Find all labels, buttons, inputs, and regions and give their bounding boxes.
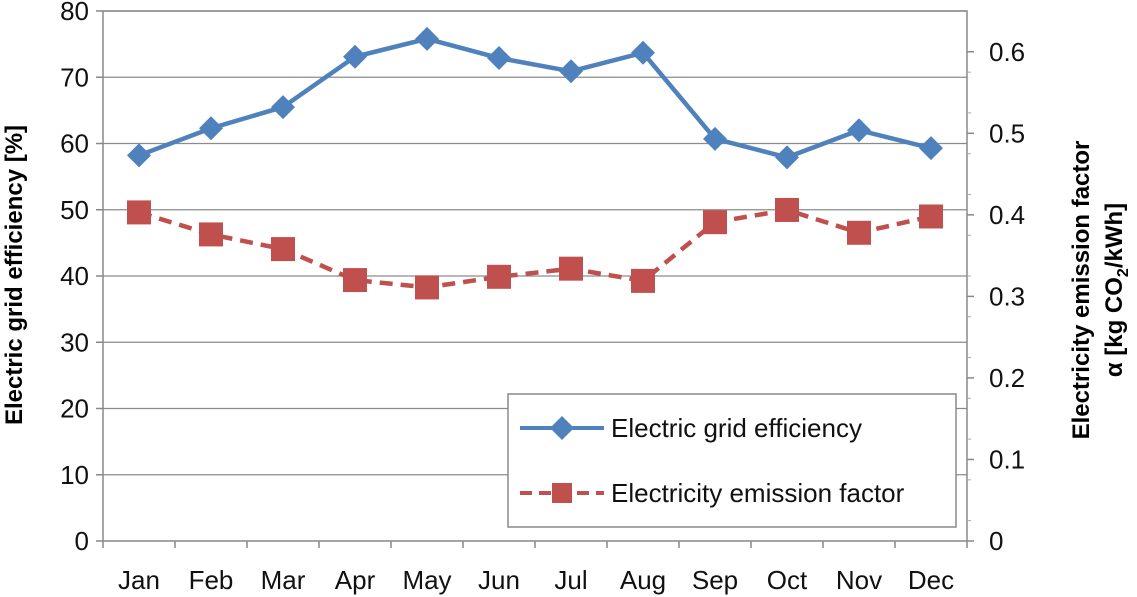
right-tick-label: 0.6 (989, 37, 1025, 67)
legend-efficiency-marker (550, 416, 574, 440)
point-diamond (271, 95, 295, 120)
x-tick-label: Nov (836, 565, 882, 595)
point-diamond (343, 44, 367, 69)
x-tick-label: Jul (554, 565, 587, 595)
right-tick-label: 0.2 (989, 363, 1025, 393)
legend: Electric grid efficiency Electricity emi… (507, 393, 957, 528)
point-diamond (919, 136, 943, 161)
x-tick-label: Oct (767, 565, 808, 595)
x-tick-label: Aug (620, 565, 666, 595)
point-square (559, 256, 583, 281)
y2-axis-title-line1: Electricity emission factor (1068, 141, 1095, 440)
right-tick-label: 0.5 (989, 118, 1025, 148)
right-tick-label: 0.1 (989, 444, 1025, 474)
point-square (775, 197, 799, 222)
left-tick-label: 20 (60, 394, 89, 424)
point-square (127, 200, 151, 225)
point-square (415, 275, 439, 300)
point-square (703, 210, 727, 235)
series-efficiency (127, 26, 943, 170)
point-diamond (127, 143, 151, 168)
x-tick-label: Sep (692, 565, 738, 595)
x-tick-label: Apr (335, 565, 376, 595)
y2-axis-title-line2: α [kg CO2/kWh] (1101, 203, 1132, 377)
point-square (343, 268, 367, 293)
left-tick-label: 0 (75, 526, 89, 556)
x-tick-label: Dec (908, 565, 954, 595)
point-diamond (847, 118, 871, 143)
point-square (847, 220, 871, 245)
x-tick-label: Jun (478, 565, 520, 595)
point-square (919, 204, 943, 229)
point-diamond (631, 40, 655, 65)
right-tick-label: 0.4 (989, 200, 1025, 230)
left-axis-ticks: 0 10 20 30 40 50 60 70 80 (60, 0, 103, 556)
legend-box (507, 393, 957, 528)
gridlines (103, 10, 967, 476)
legend-emission-marker (552, 483, 572, 503)
right-tick-label: 0.3 (989, 281, 1025, 311)
y2-title-suffix: /kWh] (1101, 203, 1128, 268)
y-axis-title: Electric grid efficiency [%] (1, 125, 28, 425)
x-tick-label: Jan (118, 565, 160, 595)
legend-emission-label: Electricity emission factor (611, 478, 905, 508)
y2-title-prefix: α [kg CO (1101, 277, 1128, 377)
point-square (631, 268, 655, 293)
series-layer (127, 26, 943, 300)
right-axis-ticks: 0 0.1 0.2 0.3 0.4 0.5 0.6 (967, 37, 1025, 556)
point-diamond (703, 126, 727, 151)
point-diamond (559, 59, 583, 84)
left-tick-label: 80 (60, 0, 89, 26)
right-tick-label: 0 (989, 526, 1003, 556)
point-diamond (199, 116, 223, 141)
point-square (199, 222, 223, 247)
x-tick-label: May (402, 565, 451, 595)
left-tick-label: 30 (60, 327, 89, 357)
y2-title-subscript: 2 (1115, 268, 1132, 277)
left-tick-label: 40 (60, 261, 89, 291)
x-axis-ticks: Jan Feb Mar Apr May Jun Jul Aug Sep Oct Nov Dec (102, 541, 968, 595)
left-tick-label: 60 (60, 129, 89, 159)
x-tick-label: Mar (261, 565, 306, 595)
legend-efficiency-label: Electric grid efficiency (611, 413, 862, 443)
series-line (138, 36, 932, 160)
left-tick-label: 50 (60, 195, 89, 225)
x-tick-label: Feb (189, 565, 234, 595)
left-tick-label: 70 (60, 62, 89, 92)
point-diamond (775, 145, 799, 170)
left-tick-label: 10 (60, 460, 89, 490)
point-diamond (415, 26, 439, 51)
point-square (271, 237, 295, 262)
point-square (487, 264, 511, 289)
series-emission-factor (127, 197, 943, 300)
point-diamond (487, 46, 511, 71)
